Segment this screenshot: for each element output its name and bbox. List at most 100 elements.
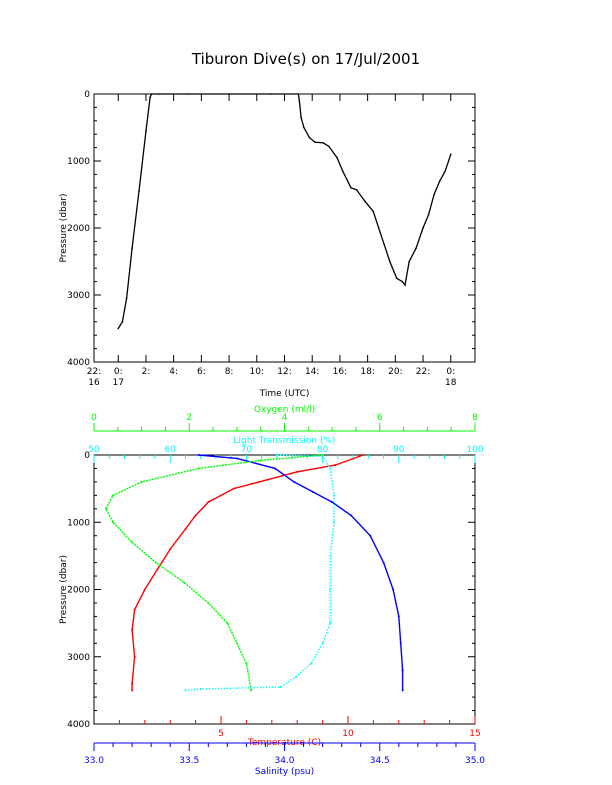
temperature-profile-point [194, 514, 197, 517]
transmission-tick-label: 60 [164, 445, 176, 455]
dive-track-point [401, 280, 404, 283]
temperature-profile-point [131, 689, 134, 692]
y-tick-label: 2000 [67, 586, 90, 596]
transmission-tick-label: 70 [241, 445, 253, 455]
salinity-profile-point [382, 561, 385, 564]
dive-track-point [408, 260, 410, 263]
temperature-profile-line [131, 454, 364, 691]
dive-track-point [372, 210, 374, 213]
oxygen-profile-point [226, 622, 229, 625]
transmission-profile-point [199, 688, 202, 691]
salinity-profile-line [198, 454, 404, 691]
dive-track-point [427, 213, 430, 216]
temperature-tick-label: 5 [218, 729, 224, 739]
dive-track-point [336, 156, 338, 159]
dive-track-point [228, 93, 230, 95]
transmission-profile-line [185, 454, 335, 692]
transmission-tick-label: 50 [88, 445, 100, 455]
dive-track-point [404, 284, 406, 286]
dive-track-point [159, 93, 161, 95]
dive-track-point [422, 227, 424, 229]
temperature-tick-label: 15 [469, 729, 480, 739]
salinity-profile-point [197, 454, 200, 456]
oxygen-profile-point [197, 467, 200, 470]
y-tick-label: 3000 [67, 291, 90, 301]
x-tick-label: 10: [250, 367, 264, 377]
dive-track-point [186, 93, 189, 95]
dive-track-point [145, 130, 147, 132]
dive-track-point [150, 93, 153, 95]
oxygen-tick-label: 4 [282, 413, 288, 423]
x-tick-label: 18 [445, 378, 457, 388]
dive-track-point [269, 93, 272, 95]
dive-track-point [322, 142, 325, 144]
dive-track-point [444, 170, 447, 172]
x-tick-label: 12: [277, 367, 291, 377]
transmission-profile-point [294, 675, 297, 678]
dive-track-point [415, 247, 417, 249]
oxygen-profile-line [105, 454, 323, 691]
dive-track-point [303, 126, 305, 129]
dive-track-point [298, 103, 301, 105]
dive-track-point [395, 277, 398, 280]
salinity-tick-label: 34.5 [370, 756, 390, 766]
transmission-profile-point [333, 494, 336, 497]
plot-frame [93, 93, 476, 363]
temperature-profile-point [258, 480, 261, 483]
x-tick-label: 0: [446, 367, 455, 377]
x-tick-label: 18: [360, 367, 374, 377]
salinity-profile-point [273, 467, 276, 470]
dive-track-point [350, 187, 352, 189]
salinity-profile-point [331, 501, 334, 504]
y-axis-label: Pressure (dbar) [59, 194, 69, 263]
transmission-profile-point [333, 521, 336, 524]
salinity-tick-label: 35.0 [465, 756, 485, 766]
temperature-profile-point [184, 527, 187, 530]
oxygen-profile-point [235, 642, 238, 645]
dive-track-point [449, 153, 452, 156]
salinity-profile-point [401, 689, 404, 692]
transmission-profile-point [321, 642, 324, 645]
temperature-profile-point [133, 655, 136, 658]
temperature-profile-point [156, 568, 159, 571]
dive-track-point [328, 145, 330, 148]
dive-track-line [117, 93, 452, 329]
oxygen-profile-point [183, 581, 186, 584]
dive-track-point [308, 136, 311, 139]
salinity-profile-point [397, 615, 400, 618]
transmission-profile-point [184, 689, 187, 692]
x-tick-label: 17 [113, 378, 124, 388]
x-tick-label: 0: [114, 367, 123, 377]
salinity-profile-point [235, 457, 238, 460]
transmission-profile-point [310, 662, 313, 665]
dive-track-point [149, 96, 151, 99]
y-tick-label: 4000 [67, 358, 90, 368]
temperature-profile-point [131, 682, 134, 685]
dive-track-point [121, 321, 124, 323]
transmission-profile-point [279, 686, 282, 689]
transmission-profile-point [329, 554, 332, 557]
temperature-profile-point [143, 588, 146, 591]
y-tick-label: 4000 [67, 720, 90, 730]
temperature-profile-point [296, 470, 299, 473]
dive-track-point [383, 243, 386, 246]
y-tick-label: 2000 [67, 224, 90, 234]
dive-track-point [125, 297, 128, 300]
temperature-profile-point [232, 487, 235, 490]
oxygen-profile-point [112, 521, 115, 524]
oxygen-profile-point [104, 507, 107, 510]
dive-track-point [388, 260, 391, 263]
temperature-profile-point [133, 608, 136, 611]
transmission-profile-point [329, 588, 332, 591]
salinity-tick-label: 34.0 [274, 756, 294, 766]
y-tick-label: 1000 [67, 157, 90, 167]
temperature-profile-point [334, 464, 337, 467]
dive-track-point [314, 141, 316, 144]
dive-track-point [131, 247, 133, 249]
temperature-profile-point [131, 628, 134, 631]
x-tick-label: 16: [333, 367, 347, 377]
oxygen-profile-point [140, 480, 143, 483]
